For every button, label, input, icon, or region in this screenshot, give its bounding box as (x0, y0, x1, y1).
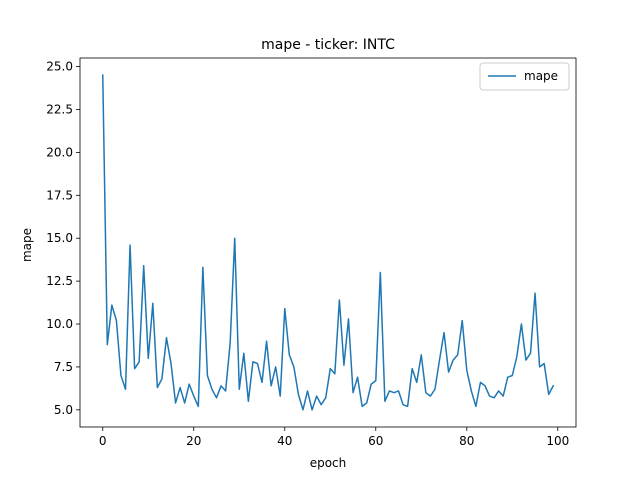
x-axis-label: epoch (310, 456, 347, 470)
y-tick-label: 10.0 (46, 317, 73, 331)
y-tick-label: 25.0 (46, 60, 73, 74)
y-axis-label: mape (20, 228, 34, 262)
series-line-mape (101, 74, 555, 411)
legend-label-mape: mape (524, 69, 558, 83)
chart-title: mape - ticker: INTC (261, 37, 395, 53)
x-tick-label: 40 (277, 434, 292, 448)
y-tick-label: 12.5 (46, 274, 73, 288)
x-tick-label: 80 (459, 434, 474, 448)
y-tick-label: 5.0 (54, 403, 73, 417)
x-tick-label: 60 (368, 434, 383, 448)
x-tick-label: 0 (99, 434, 107, 448)
y-tick-label: 22.5 (46, 102, 73, 116)
y-tick-label: 15.0 (46, 231, 73, 245)
y-tick-label: 17.5 (46, 188, 73, 202)
axis-ticks: 0 20 40 60 80 100 5.0 7.5 10.0 12.5 15.0 17.5 20.0 22… (46, 60, 569, 448)
plot-area (79, 57, 577, 428)
x-tick-label: 20 (186, 434, 201, 448)
y-tick-label: 7.5 (54, 360, 73, 374)
axes-frame (79, 57, 577, 428)
legend-frame (479, 62, 570, 91)
legend: mape (479, 62, 570, 91)
x-tick-label: 100 (546, 434, 569, 448)
y-tick-label: 20.0 (46, 145, 73, 159)
